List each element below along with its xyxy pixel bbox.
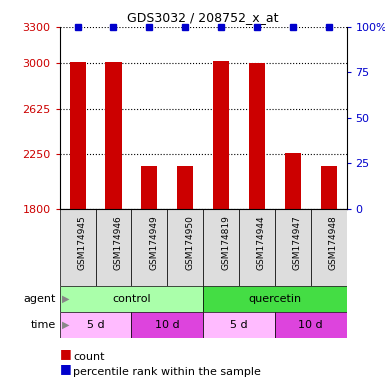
Text: GSM174948: GSM174948 [328, 215, 338, 270]
Bar [60, 312, 131, 338]
Text: GSM174819: GSM174819 [221, 215, 230, 270]
Text: 5 d: 5 d [87, 320, 104, 330]
Bar [285, 153, 301, 209]
Bar [70, 62, 86, 209]
Bar [275, 209, 311, 286]
Bar [203, 209, 239, 286]
Text: GSM174950: GSM174950 [185, 215, 194, 270]
Text: ■: ■ [60, 347, 72, 360]
Bar [95, 209, 131, 286]
Bar [131, 209, 167, 286]
Text: 5 d: 5 d [230, 320, 248, 330]
Bar [203, 286, 346, 312]
Bar [213, 61, 229, 209]
Text: agent: agent [23, 294, 56, 304]
Text: quercetin: quercetin [248, 294, 301, 304]
Text: time: time [30, 320, 56, 330]
Bar [131, 312, 203, 338]
Bar [60, 286, 203, 312]
Text: 10 d: 10 d [155, 320, 179, 330]
Bar [203, 312, 275, 338]
Title: GDS3032 / 208752_x_at: GDS3032 / 208752_x_at [127, 11, 279, 24]
Text: control: control [112, 294, 151, 304]
Text: percentile rank within the sample: percentile rank within the sample [73, 367, 261, 377]
Text: GSM174946: GSM174946 [114, 215, 122, 270]
Bar [60, 209, 95, 286]
Bar [311, 209, 346, 286]
Text: ▶: ▶ [62, 294, 69, 304]
Bar [177, 166, 193, 209]
Bar [275, 312, 346, 338]
Bar [105, 62, 122, 209]
Text: GSM174949: GSM174949 [149, 215, 158, 270]
Bar [320, 166, 336, 209]
Bar [239, 209, 275, 286]
Bar [167, 209, 203, 286]
Text: GSM174947: GSM174947 [293, 215, 302, 270]
Text: ■: ■ [60, 362, 72, 376]
Bar [249, 63, 265, 209]
Text: GSM174944: GSM174944 [257, 215, 266, 270]
Text: ▶: ▶ [62, 320, 69, 330]
Text: 10 d: 10 d [298, 320, 323, 330]
Text: GSM174945: GSM174945 [78, 215, 87, 270]
Text: count: count [73, 352, 105, 362]
Bar [141, 166, 157, 209]
